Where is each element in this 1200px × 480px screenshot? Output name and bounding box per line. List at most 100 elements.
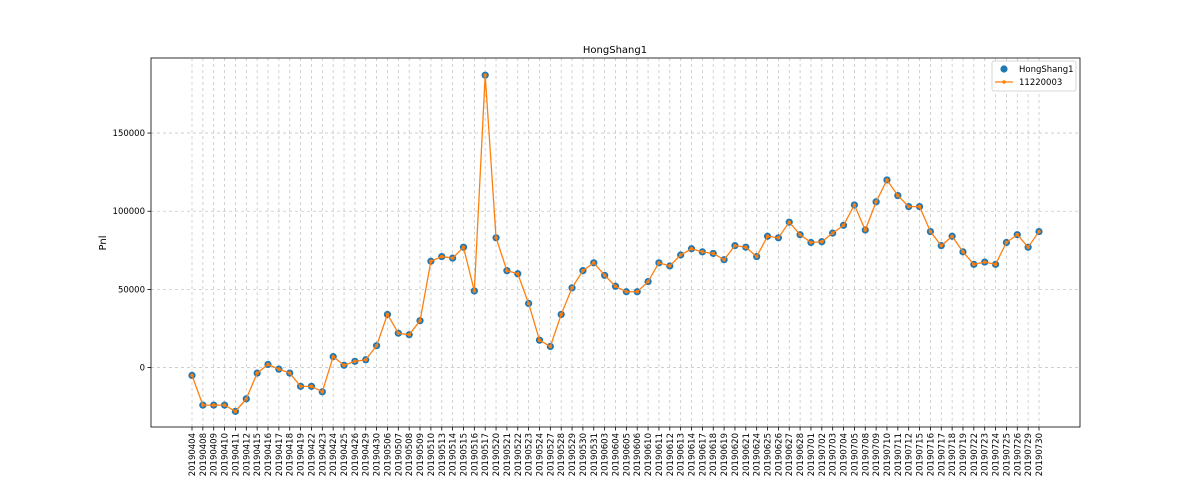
data-point-11220003 <box>765 234 770 239</box>
x-tick-label: 20190522 <box>514 433 524 476</box>
data-point-11220003 <box>863 228 868 232</box>
x-tick-label: 20190711 <box>894 433 904 476</box>
x-tick-label: 20190610 <box>644 433 654 476</box>
x-tick-label: 20190423 <box>318 433 328 476</box>
x-tick-label: 20190704 <box>840 433 850 476</box>
data-point-11220003 <box>972 262 976 267</box>
x-tick-label: 20190416 <box>264 433 274 476</box>
data-point-11220003 <box>396 331 401 335</box>
data-point-11220003 <box>830 231 835 235</box>
x-tick-label: 20190507 <box>394 433 404 476</box>
data-point-11220003 <box>820 239 824 244</box>
data-point-11220003 <box>711 251 716 256</box>
x-tick-label: 20190715 <box>916 433 926 476</box>
x-tick-label: 20190705 <box>850 433 860 476</box>
data-point-11220003 <box>374 343 379 348</box>
x-tick-label: 20190712 <box>905 433 915 476</box>
x-tick-label: 20190424 <box>329 433 339 476</box>
x-tick-label: 20190717 <box>937 433 947 476</box>
data-point-11220003 <box>591 261 596 265</box>
data-point-11220003 <box>950 234 954 239</box>
x-tick-label: 20190418 <box>286 433 296 476</box>
x-tick-label: 20190730 <box>1035 433 1045 476</box>
data-point-11220003 <box>429 259 433 264</box>
x-tick-label: 20190514 <box>449 433 459 476</box>
data-point-11220003 <box>233 409 238 414</box>
data-point-11220003 <box>320 390 325 394</box>
data-point-11220003 <box>733 243 737 248</box>
x-tick-label: 20190718 <box>948 433 958 476</box>
x-tick-label: 20190412 <box>242 433 252 476</box>
data-point-11220003 <box>809 240 813 245</box>
x-tick-label: 20190614 <box>688 433 698 476</box>
x-tick-label: 20190530 <box>579 433 589 476</box>
x-tick-label: 20190410 <box>221 433 231 476</box>
data-point-11220003 <box>602 273 607 278</box>
x-tick-label: 20190617 <box>698 433 708 476</box>
x-tick-label: 20190604 <box>612 433 622 476</box>
y-tick-label: 100000 <box>113 207 145 217</box>
x-tick-label: 20190531 <box>590 433 600 476</box>
x-tick-label: 20190719 <box>959 433 969 476</box>
data-point-11220003 <box>342 363 346 368</box>
data-point-11220003 <box>287 371 292 375</box>
x-tick-label: 20190509 <box>416 433 426 476</box>
data-point-11220003 <box>190 373 194 378</box>
y-tick-label: 0 <box>140 364 145 374</box>
data-point-11220003 <box>646 279 650 284</box>
y-axis: 0 50000 100000 150000 <box>113 129 151 374</box>
x-tick-label: 20190508 <box>405 433 415 476</box>
x-tick-label: 20190516 <box>470 433 480 476</box>
data-point-11220003 <box>439 254 444 259</box>
data-point-11220003 <box>483 73 487 77</box>
data-point-11220003 <box>266 362 270 367</box>
data-point-11220003 <box>505 268 509 273</box>
legend: HongShang1 11220003 <box>991 60 1077 92</box>
data-point-11220003 <box>678 253 683 257</box>
x-tick-label: 20190529 <box>568 433 578 476</box>
data-point-11220003 <box>939 243 944 248</box>
x-tick-label: 20190521 <box>503 433 513 476</box>
data-point-11220003 <box>548 344 553 349</box>
x-tick-label: 20190708 <box>861 433 871 476</box>
x-tick-label: 20190408 <box>199 433 209 476</box>
x-tick-label: 20190429 <box>362 433 372 476</box>
data-point-11220003 <box>331 354 335 359</box>
x-tick-label: 20190709 <box>872 433 882 476</box>
x-tick-label: 20190726 <box>1013 433 1023 476</box>
data-point-11220003 <box>885 178 889 182</box>
x-tick-label: 20190415 <box>253 433 263 476</box>
data-point-11220003 <box>613 284 618 289</box>
data-point-11220003 <box>494 236 498 240</box>
data-point-11220003 <box>993 262 998 267</box>
legend-frame <box>991 60 1077 92</box>
data-point-11220003 <box>689 246 694 251</box>
data-point-11220003 <box>917 204 922 209</box>
x-tick-label: 20190517 <box>481 433 491 476</box>
x-gridlines <box>191 58 1040 427</box>
data-point-11220003 <box>526 301 531 306</box>
data-point-11220003 <box>559 312 564 317</box>
x-tick-label: 20190411 <box>231 433 241 476</box>
x-tick-label: 20190722 <box>970 433 980 476</box>
x-tick-label: 20190618 <box>709 433 719 476</box>
x-tick-label: 20190404 <box>188 433 198 476</box>
x-tick-label: 20190409 <box>210 433 220 476</box>
x-tick-label: 20190606 <box>633 433 643 476</box>
x-tick-label: 20190510 <box>427 433 437 476</box>
x-tick-label: 20190422 <box>307 433 317 476</box>
data-point-11220003 <box>754 254 759 259</box>
data-point-11220003 <box>928 229 933 234</box>
data-point-11220003 <box>418 318 422 323</box>
data-point-11220003 <box>407 332 411 337</box>
x-tick-label: 20190515 <box>459 433 469 476</box>
data-point-11220003 <box>667 264 672 268</box>
x-tick-label: 20190425 <box>340 433 350 476</box>
x-tick-label: 20190527 <box>546 433 556 476</box>
x-tick-label: 20190716 <box>926 433 936 476</box>
series-11220003 <box>190 73 1041 414</box>
x-tick-label: 20190603 <box>601 433 611 476</box>
data-point-11220003 <box>515 271 520 276</box>
data-point-11220003 <box>722 257 726 262</box>
